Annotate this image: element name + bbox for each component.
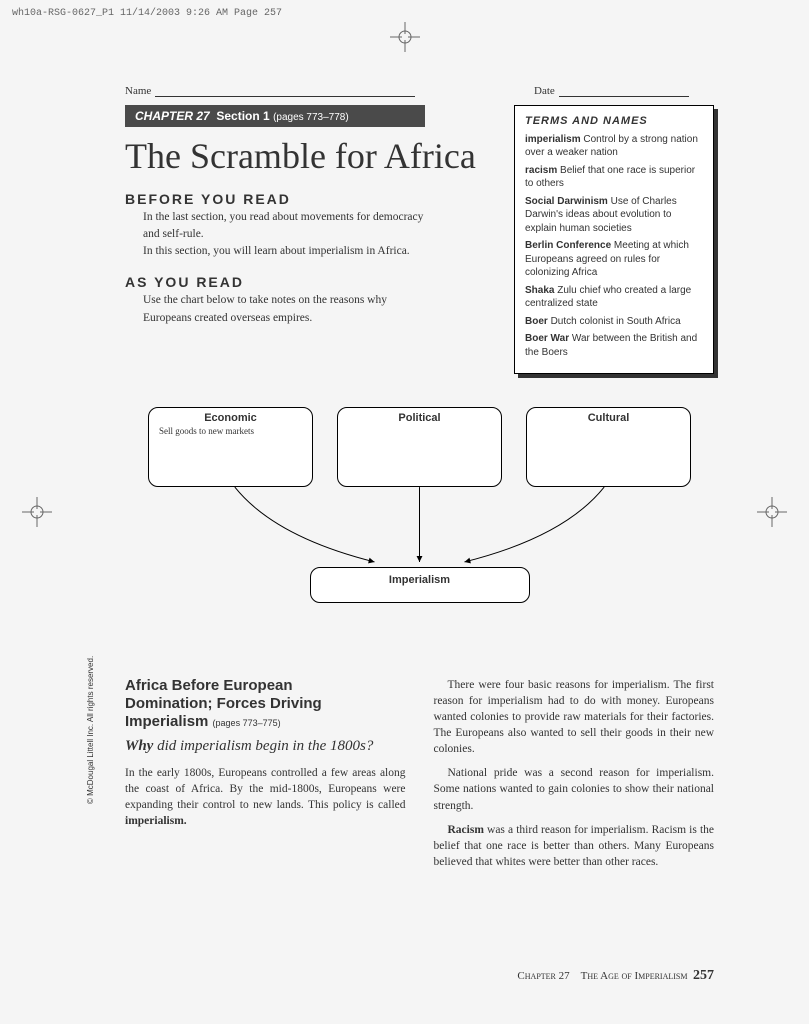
- chart-arrows-icon: [125, 487, 714, 567]
- term-item: Berlin Conference Meeting at which Europ…: [525, 239, 703, 280]
- as-text: Use the chart below to take notes on the…: [125, 292, 435, 327]
- before-text: In this section, you will learn about im…: [125, 243, 435, 260]
- term-item: Social Darwinism Use of Charles Darwin's…: [525, 195, 703, 236]
- print-header: wh10a-RSG-0627_P1 11/14/2003 9:26 AM Pag…: [12, 8, 282, 19]
- chart-box-economic[interactable]: Economic Sell goods to new markets: [148, 407, 313, 487]
- crop-mark-top-icon: [390, 22, 420, 52]
- essay-question: Why did imperialism begin in the 1800s?: [125, 737, 406, 755]
- chart-target-box: Imperialism: [310, 567, 530, 603]
- term-item: imperialism Control by a strong nation o…: [525, 133, 703, 160]
- name-date-row: Name Date: [125, 85, 714, 97]
- concept-chart: Economic Sell goods to new markets Polit…: [125, 407, 714, 637]
- name-input-line[interactable]: [155, 85, 415, 97]
- date-input-line[interactable]: [559, 85, 689, 97]
- name-label: Name: [125, 85, 151, 97]
- chapter-bar: CHAPTER 27 Section 1 (pages 773–778): [125, 105, 425, 127]
- page-footer: Chapter 27 The Age of Imperialism 257: [517, 968, 714, 984]
- essay-title: Africa Before European Domination; Force…: [125, 677, 406, 731]
- body-paragraph: There were four basic reasons for imperi…: [434, 677, 715, 757]
- date-label: Date: [534, 85, 555, 97]
- body-paragraph: In the early 1800s, Europeans controlled…: [125, 765, 406, 829]
- chart-box-cultural[interactable]: Cultural: [526, 407, 691, 487]
- term-item: Boer War War between the British and the…: [525, 332, 703, 359]
- crop-mark-left-icon: [22, 497, 52, 527]
- term-item: Shaka Zulu chief who created a large cen…: [525, 284, 703, 311]
- term-item: racism Belief that one race is superior …: [525, 164, 703, 191]
- crop-mark-right-icon: [757, 497, 787, 527]
- body-paragraph: National pride was a second reason for i…: [434, 765, 715, 813]
- terms-title: TERMS AND NAMES: [525, 114, 703, 129]
- right-column: There were four basic reasons for imperi…: [434, 677, 715, 878]
- term-item: Boer Dutch colonist in South Africa: [525, 315, 703, 329]
- left-column: Africa Before European Domination; Force…: [125, 677, 406, 878]
- terms-box: TERMS AND NAMES imperialism Control by a…: [514, 105, 714, 374]
- body-paragraph: Racism was a third reason for imperialis…: [434, 822, 715, 870]
- before-text: In the last section, you read about move…: [125, 209, 435, 244]
- chart-box-political[interactable]: Political: [337, 407, 502, 487]
- copyright-text: © McDougal Littell Inc. All rights reser…: [86, 656, 95, 804]
